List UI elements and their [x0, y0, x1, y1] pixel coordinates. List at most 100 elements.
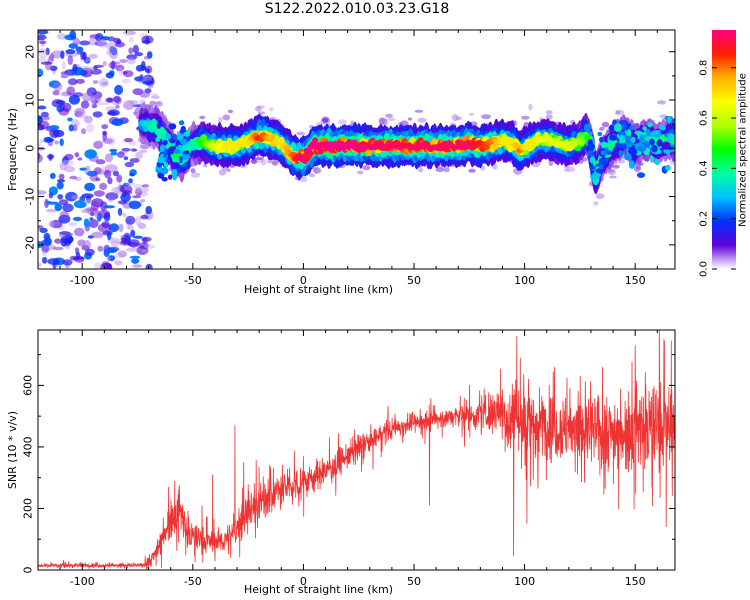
halo-blob [218, 169, 227, 176]
clump-blob [583, 123, 591, 133]
noise-blob [75, 108, 86, 118]
noise-blob [118, 67, 124, 76]
noise-blob [68, 124, 75, 132]
noise-blob [99, 182, 108, 190]
clump-blob [163, 162, 169, 168]
clump-blob [603, 157, 609, 164]
clump-blob [155, 137, 161, 143]
noise-blob [84, 182, 96, 192]
noise-blob [145, 263, 153, 269]
clump-blob [180, 125, 186, 132]
noise-blob [71, 195, 80, 200]
clump-blob [614, 123, 622, 132]
noise-blob [86, 123, 95, 133]
halo-blob [435, 167, 445, 173]
noise-blob [45, 208, 58, 213]
noise-blob [140, 199, 146, 203]
noise-blob [71, 119, 80, 127]
noise-blob [128, 178, 133, 184]
noise-blob [54, 203, 63, 212]
noise-blob [66, 86, 76, 96]
noise-blob [65, 191, 78, 202]
noise-blob [126, 181, 135, 187]
clump-blob [178, 120, 185, 126]
noise-blob [94, 210, 100, 220]
noise-blob [64, 165, 76, 173]
snr-series-line [38, 330, 675, 570]
noise-blob [97, 223, 111, 233]
noise-blob [94, 41, 108, 47]
clump-blob [167, 174, 173, 180]
noise-blob [62, 102, 72, 112]
noise-blob [103, 249, 110, 258]
clump-blob [160, 167, 169, 175]
ridge-blob [349, 140, 357, 146]
noise-blob [47, 258, 60, 265]
ridge-blob [267, 134, 275, 141]
clump-blob [178, 155, 184, 164]
noise-blob [77, 157, 83, 161]
halo-blob [217, 117, 223, 123]
noise-blob [106, 50, 111, 55]
noise-blob [86, 195, 92, 204]
clump-blob [608, 134, 618, 141]
noise-blob [142, 184, 149, 188]
clump-blob [636, 172, 646, 178]
noise-blob [62, 259, 73, 266]
noise-blob [132, 195, 141, 199]
noise-blob [136, 67, 143, 72]
noise-blob [41, 250, 47, 257]
noise-blob [43, 237, 52, 247]
clump-blob [628, 160, 635, 169]
clump-blob [668, 129, 675, 135]
x-tick-label: -50 [184, 274, 202, 287]
y-tick-label: 600 [22, 375, 35, 396]
noise-blob [56, 33, 67, 40]
clump-blob [183, 154, 191, 160]
noise-blob [126, 57, 136, 65]
colorbar-tick-label: 0.0 [699, 261, 710, 277]
noise-blob [91, 231, 104, 239]
noise-blob [142, 80, 154, 85]
noise-blob [38, 154, 43, 163]
halo-blob [563, 168, 571, 172]
halo-blob [418, 167, 423, 173]
clump-blob [618, 134, 625, 144]
noise-blob [88, 53, 99, 59]
y-tick-label: 200 [22, 498, 35, 519]
noise-blob [117, 207, 123, 216]
clump-blob [647, 122, 653, 128]
clump-blob [612, 119, 617, 125]
noise-blob [145, 205, 152, 215]
noise-blob [79, 40, 91, 46]
clump-blob [617, 143, 627, 149]
clump-blob [637, 145, 647, 152]
clump-blob [598, 157, 604, 167]
noise-blob [38, 262, 42, 268]
noise-blob [127, 224, 134, 231]
clump-blob [649, 155, 654, 163]
noise-blob [119, 185, 133, 194]
clump-blob [179, 138, 188, 145]
noise-blob [56, 179, 66, 183]
noise-blob [105, 97, 115, 103]
noise-blob [110, 240, 120, 248]
noise-blob [97, 39, 108, 49]
x-axis-label: Height of straight line (km) [244, 583, 393, 596]
x-tick-label: 50 [407, 274, 421, 287]
halo-blob [616, 159, 626, 164]
snr-plot [38, 330, 675, 570]
clump-blob [629, 125, 635, 131]
noise-blob [83, 218, 90, 227]
noise-blob [83, 115, 93, 124]
x-tick-label: 100 [514, 575, 535, 588]
clump-blob [608, 124, 615, 132]
noise-blob [68, 94, 80, 105]
colorbar-tick-label: 0.2 [699, 211, 710, 227]
noise-blob [126, 54, 138, 60]
noise-blob [84, 149, 97, 159]
noise-blob [109, 148, 118, 153]
noise-blob [107, 177, 113, 185]
noise-blob [115, 41, 125, 48]
noise-blob [114, 84, 124, 95]
